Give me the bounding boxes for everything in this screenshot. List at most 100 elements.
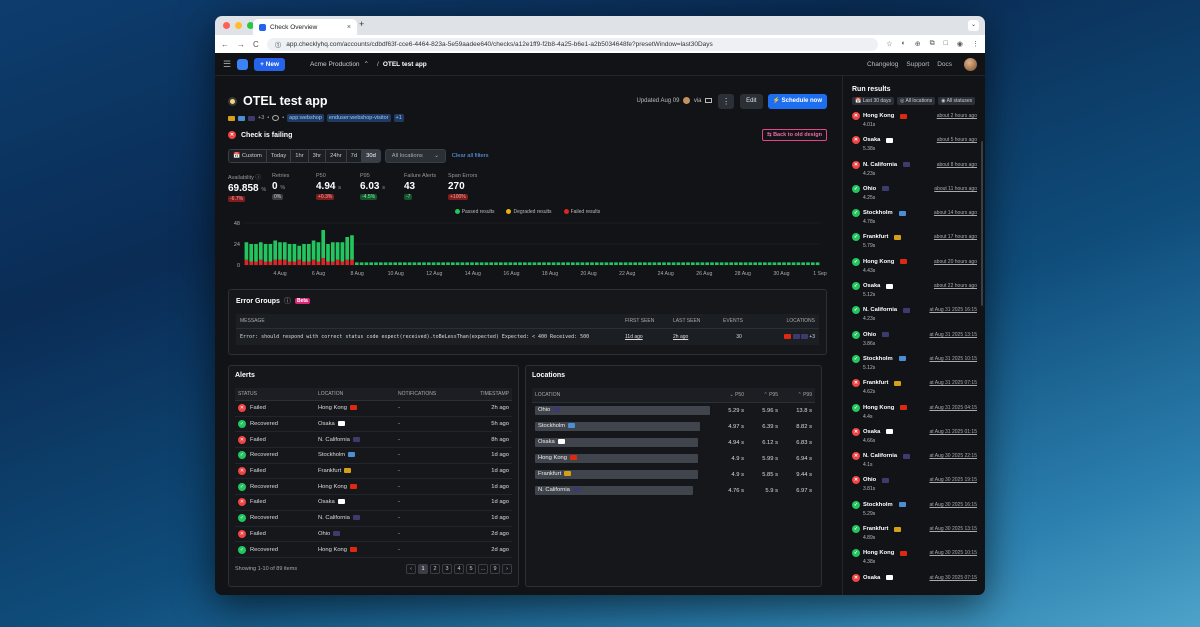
col-events[interactable]: EVENTS [719, 314, 759, 329]
range-3hr[interactable]: 3hr [308, 150, 327, 162]
table-row[interactable]: ✕ Failed Frankfurt -1d ago [235, 463, 512, 480]
run-time-link[interactable]: at Aug 30 2025 16:15 [929, 501, 977, 508]
failed-bar[interactable] [330, 261, 335, 266]
passed-bar[interactable] [652, 262, 657, 265]
passed-bar[interactable] [450, 262, 455, 265]
passed-bar[interactable] [498, 262, 503, 265]
run-result-item[interactable]: ✓ Hong Kong about 20 hours ago 4.43s [852, 257, 977, 282]
passed-bar[interactable] [402, 262, 407, 265]
passed-bar[interactable] [748, 262, 753, 265]
run-result-item[interactable]: ✕ Ohio at Aug 30 2025 19:15 3.81s [852, 476, 977, 500]
passed-bar[interactable] [604, 262, 609, 265]
passed-bar[interactable] [796, 262, 801, 265]
passed-bar[interactable] [801, 262, 806, 265]
passed-bar[interactable] [446, 262, 450, 265]
passed-bar[interactable] [638, 262, 642, 265]
passed-bar[interactable] [474, 262, 479, 265]
range-custom[interactable]: 📅 Custom [229, 150, 267, 162]
browser-menu-icon[interactable]: ⋮ [972, 41, 979, 48]
page-button[interactable]: › [502, 563, 512, 574]
passed-bar[interactable] [714, 262, 719, 265]
back-to-old-design-button[interactable]: ⇆ Back to old design [761, 129, 827, 141]
run-time-link[interactable]: at Aug 31 2025 04:15 [929, 404, 977, 411]
legend-failed[interactable]: Failed results [563, 209, 600, 215]
table-row[interactable]: Frankfurt 4.9 s 5.85 s 9.44 s [532, 467, 815, 483]
failed-bar[interactable] [254, 261, 258, 266]
failed-bar[interactable] [287, 261, 292, 266]
run-result-item[interactable]: ✕ Osaka about 5 hours ago 5.38s [852, 136, 977, 160]
passed-bar[interactable] [282, 242, 287, 260]
run-result-item[interactable]: ✕ Hong Kong about 2 hours ago 4.01s [852, 112, 977, 136]
run-result-item[interactable]: ✓ N. California at Aug 31 2025 16:15 4.23s [852, 306, 977, 330]
run-result-item[interactable]: ✓ Stockholm about 14 hours ago 4.78s [852, 209, 977, 233]
passed-bar[interactable] [436, 262, 441, 265]
passed-bar[interactable] [537, 262, 542, 265]
passed-bar[interactable] [695, 262, 700, 265]
passed-bar[interactable] [628, 262, 633, 265]
passed-bar[interactable] [786, 262, 791, 265]
passed-bar[interactable] [686, 262, 690, 265]
clear-filters-link[interactable]: Clear all filters [451, 153, 489, 159]
passed-bar[interactable] [705, 262, 710, 265]
passed-bar[interactable] [566, 262, 570, 265]
passed-bar[interactable] [513, 262, 518, 265]
run-result-item[interactable]: ✓ Osaka about 22 hours ago 5.12s [852, 282, 977, 306]
account-switcher[interactable]: Acme Production [310, 60, 360, 68]
passed-bar[interactable] [710, 262, 714, 265]
new-button[interactable]: + New [254, 57, 286, 71]
passed-bar[interactable] [494, 262, 498, 265]
passed-bar[interactable] [244, 242, 249, 260]
passed-bar[interactable] [734, 262, 738, 265]
filter-all-locations[interactable]: ◎ All locations [896, 97, 936, 105]
passed-bar[interactable] [330, 242, 335, 262]
run-time-link[interactable]: at Aug 30 2025 10:15 [929, 550, 977, 557]
passed-bar[interactable] [810, 262, 815, 265]
passed-bar[interactable] [719, 262, 724, 265]
passed-bar[interactable] [594, 262, 599, 265]
passed-bar[interactable] [311, 240, 316, 260]
passed-bar[interactable] [383, 262, 388, 265]
page-button[interactable]: 4 [454, 563, 464, 574]
passed-bar[interactable] [599, 262, 604, 265]
passed-bar[interactable] [743, 262, 748, 265]
filter-all-statuses[interactable]: ◉ All statuses [938, 97, 976, 105]
passed-bar[interactable] [412, 262, 417, 265]
passed-bar[interactable] [542, 262, 546, 265]
passed-bar[interactable] [503, 262, 508, 265]
passed-bar[interactable] [777, 262, 782, 265]
new-tab-button[interactable]: + [359, 19, 365, 29]
table-row[interactable]: ✓ Recovered Stockholm -1d ago [235, 447, 512, 464]
forward-arrow-icon[interactable]: → [237, 39, 245, 49]
docs-link[interactable]: Docs [937, 60, 952, 68]
run-result-item[interactable]: ✓ Ohio at Aug 31 2025 13:15 3.86s [852, 330, 977, 355]
failed-bar[interactable] [311, 259, 316, 265]
site-info-icon[interactable]: ⓵ [274, 42, 282, 49]
run-time-link[interactable]: about 17 hours ago [933, 234, 977, 241]
page-button[interactable]: ‹ [406, 563, 416, 574]
passed-bar[interactable] [316, 242, 321, 262]
page-button[interactable]: 9 [490, 563, 500, 574]
edit-button[interactable]: Edit [740, 93, 763, 109]
changelog-link[interactable]: Changelog [866, 60, 899, 68]
run-time-link[interactable]: about 5 hours ago [936, 137, 977, 144]
passed-bar[interactable] [489, 262, 494, 265]
failed-bar[interactable] [263, 261, 268, 266]
minimize-window-button[interactable] [235, 22, 242, 29]
range-1hr[interactable]: 1hr [291, 150, 309, 162]
table-row[interactable]: N. California 4.76 s 5.9 s 6.97 s [532, 483, 815, 499]
passed-bar[interactable] [249, 244, 254, 262]
passed-bar[interactable] [532, 262, 537, 265]
tab-close-icon[interactable]: × [346, 23, 351, 31]
passed-bar[interactable] [662, 262, 666, 265]
passed-bar[interactable] [815, 262, 820, 265]
table-row[interactable]: ✓ Recovered Hong Kong -1d ago [235, 478, 512, 496]
failed-bar[interactable] [316, 261, 321, 266]
run-time-link[interactable]: about 8 hours ago [936, 161, 977, 168]
passed-bar[interactable] [268, 244, 273, 262]
sidepanel-icon[interactable]: □ [943, 40, 948, 47]
run-result-item[interactable]: ✕ Osaka at Aug 31 2025 01:15 4.66s [852, 427, 977, 452]
passed-bar[interactable] [297, 245, 302, 260]
passed-bar[interactable] [791, 262, 796, 265]
failed-bar[interactable] [273, 259, 278, 265]
failed-bar[interactable] [350, 259, 354, 265]
